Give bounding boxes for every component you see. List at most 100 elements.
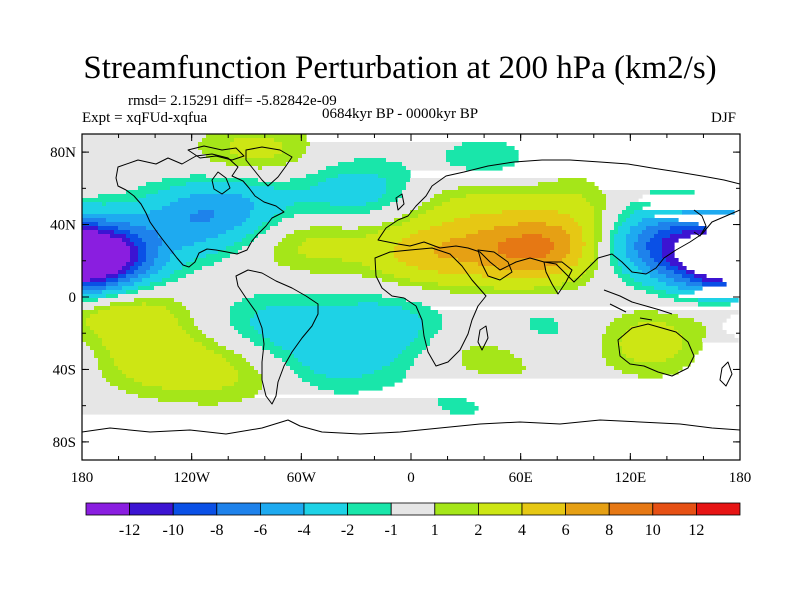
field-cell bbox=[394, 246, 435, 251]
field-cell bbox=[578, 222, 595, 227]
field-cell bbox=[498, 266, 547, 271]
field-cell bbox=[198, 326, 235, 331]
field-cell bbox=[198, 210, 215, 215]
field-cell bbox=[306, 174, 339, 179]
field-cell bbox=[658, 230, 683, 235]
field-cell bbox=[530, 326, 559, 331]
field-cell bbox=[294, 370, 315, 375]
field-cell bbox=[682, 210, 735, 215]
field-cell bbox=[282, 238, 307, 243]
field-cell bbox=[458, 258, 563, 263]
colorbar-label: -6 bbox=[254, 522, 267, 539]
field-cell bbox=[606, 194, 643, 199]
field-cell bbox=[462, 142, 507, 147]
field-cell bbox=[610, 250, 615, 255]
field-cell bbox=[610, 238, 615, 243]
field-cell bbox=[646, 242, 663, 247]
field-cell bbox=[206, 346, 227, 351]
colorbar-swatch bbox=[216, 502, 261, 516]
field-cell bbox=[98, 222, 131, 227]
field-cell bbox=[622, 266, 639, 271]
field-cell bbox=[106, 282, 119, 287]
field-cell bbox=[682, 274, 695, 279]
field-cell bbox=[594, 210, 603, 215]
field-cell bbox=[178, 322, 195, 327]
field-cell bbox=[694, 274, 707, 279]
field-cell bbox=[650, 254, 663, 259]
field-cell bbox=[422, 322, 443, 327]
field-cell bbox=[282, 358, 299, 363]
field-cell bbox=[666, 290, 695, 295]
field-cell bbox=[298, 246, 395, 251]
field-cell bbox=[590, 202, 607, 207]
field-cell bbox=[186, 262, 215, 267]
colorbar-label: -8 bbox=[210, 522, 223, 539]
field-cell bbox=[226, 358, 247, 363]
field-cell bbox=[662, 250, 675, 255]
field-cell bbox=[130, 254, 139, 259]
field-cell bbox=[334, 390, 359, 395]
field-cell bbox=[402, 238, 451, 243]
field-cell bbox=[498, 346, 603, 351]
field-cell bbox=[470, 346, 499, 351]
streamfunction-field bbox=[82, 134, 739, 415]
field-cell bbox=[602, 226, 615, 231]
field-cell bbox=[82, 314, 91, 319]
field-cell bbox=[678, 266, 687, 271]
field-cell bbox=[630, 226, 647, 231]
field-cell bbox=[438, 254, 507, 259]
field-cell bbox=[638, 266, 651, 271]
field-cell bbox=[162, 206, 255, 211]
field-cell bbox=[82, 214, 191, 219]
field-cell bbox=[162, 266, 183, 271]
field-cell bbox=[470, 214, 571, 219]
coast-new-zealand bbox=[719, 361, 733, 387]
field-cell bbox=[150, 266, 163, 271]
field-cell bbox=[410, 178, 559, 183]
field-cell bbox=[342, 258, 399, 263]
field-cell bbox=[82, 358, 99, 363]
field-cell bbox=[434, 250, 499, 255]
field-cell bbox=[434, 334, 603, 339]
field-cell bbox=[386, 190, 403, 195]
field-cell bbox=[394, 358, 415, 363]
field-cell bbox=[558, 178, 587, 183]
field-cell bbox=[82, 398, 159, 403]
field-cell bbox=[114, 358, 227, 363]
field-cell bbox=[238, 154, 275, 159]
field-cell bbox=[82, 306, 95, 311]
field-cell bbox=[82, 162, 227, 167]
field-cell bbox=[646, 226, 671, 231]
field-cell bbox=[306, 254, 395, 259]
field-cell bbox=[138, 246, 147, 251]
field-cell bbox=[138, 394, 255, 399]
field-cell bbox=[418, 230, 479, 235]
field-cell bbox=[398, 198, 431, 203]
field-cell bbox=[282, 142, 311, 147]
field-cell bbox=[286, 362, 303, 367]
field-cell bbox=[186, 182, 247, 187]
field-cell bbox=[226, 162, 287, 167]
field-cell bbox=[242, 246, 275, 251]
field-cell bbox=[638, 234, 655, 239]
field-cell bbox=[498, 242, 555, 247]
field-cell bbox=[354, 158, 387, 163]
field-cell bbox=[610, 258, 619, 263]
colorbar-swatch bbox=[565, 502, 610, 516]
field-cell bbox=[610, 234, 615, 239]
field-cell bbox=[202, 138, 235, 143]
field-cell bbox=[362, 274, 395, 279]
field-cell bbox=[598, 246, 611, 251]
field-cell bbox=[210, 158, 299, 163]
field-cell bbox=[166, 306, 187, 311]
field-cell bbox=[678, 286, 703, 291]
field-cell bbox=[234, 302, 359, 307]
field-cell bbox=[418, 206, 435, 211]
field-cell bbox=[666, 282, 687, 287]
field-cell bbox=[262, 386, 319, 391]
field-cell bbox=[602, 346, 623, 351]
field-cell bbox=[82, 278, 91, 283]
field-cell bbox=[550, 250, 571, 255]
field-cell bbox=[82, 242, 127, 247]
field-cell bbox=[626, 250, 639, 255]
